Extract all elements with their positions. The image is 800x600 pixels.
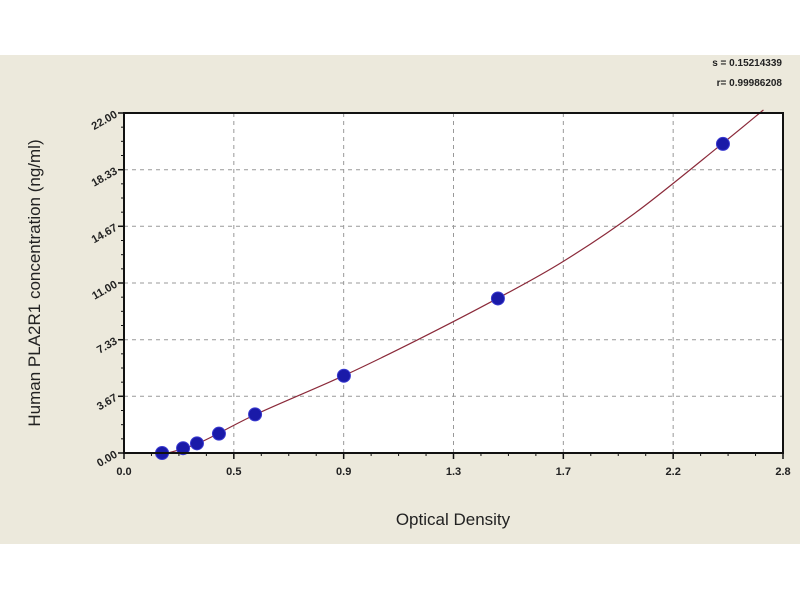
y-tick-label: 18.33 xyxy=(90,165,120,189)
data-point xyxy=(211,426,226,441)
x-tick-label: 2.2 xyxy=(666,466,681,478)
data-point xyxy=(189,436,204,451)
x-tick-label: 1.7 xyxy=(556,466,571,478)
fit-curve xyxy=(155,109,764,457)
x-tick-label: 0.9 xyxy=(336,466,351,478)
y-tick-label: 7.33 xyxy=(95,335,120,356)
data-point xyxy=(176,441,191,456)
x-tick-label: 0.0 xyxy=(116,466,131,478)
grid xyxy=(124,113,783,453)
data-points xyxy=(155,136,730,460)
y-axis-label: Human PLA2R1 concentration (ng/ml) xyxy=(25,139,44,426)
y-tick-label: 3.67 xyxy=(95,392,120,413)
data-point xyxy=(715,136,730,151)
data-point xyxy=(336,368,351,383)
x-tick-label: 1.3 xyxy=(446,466,461,478)
y-tick-label: 22.00 xyxy=(90,109,120,133)
stat-s: s = 0.15214339 xyxy=(712,58,782,69)
y-tick-label: 14.67 xyxy=(90,222,120,246)
x-tick-label: 2.8 xyxy=(775,466,790,478)
x-tick-label: 0.5 xyxy=(226,466,241,478)
data-point xyxy=(490,291,505,306)
stat-r: r= 0.99986208 xyxy=(716,78,782,89)
x-axis-label: Optical Density xyxy=(396,510,511,529)
data-point xyxy=(248,407,263,422)
plot-frame xyxy=(123,112,784,454)
y-tick-label: 11.00 xyxy=(90,279,119,303)
